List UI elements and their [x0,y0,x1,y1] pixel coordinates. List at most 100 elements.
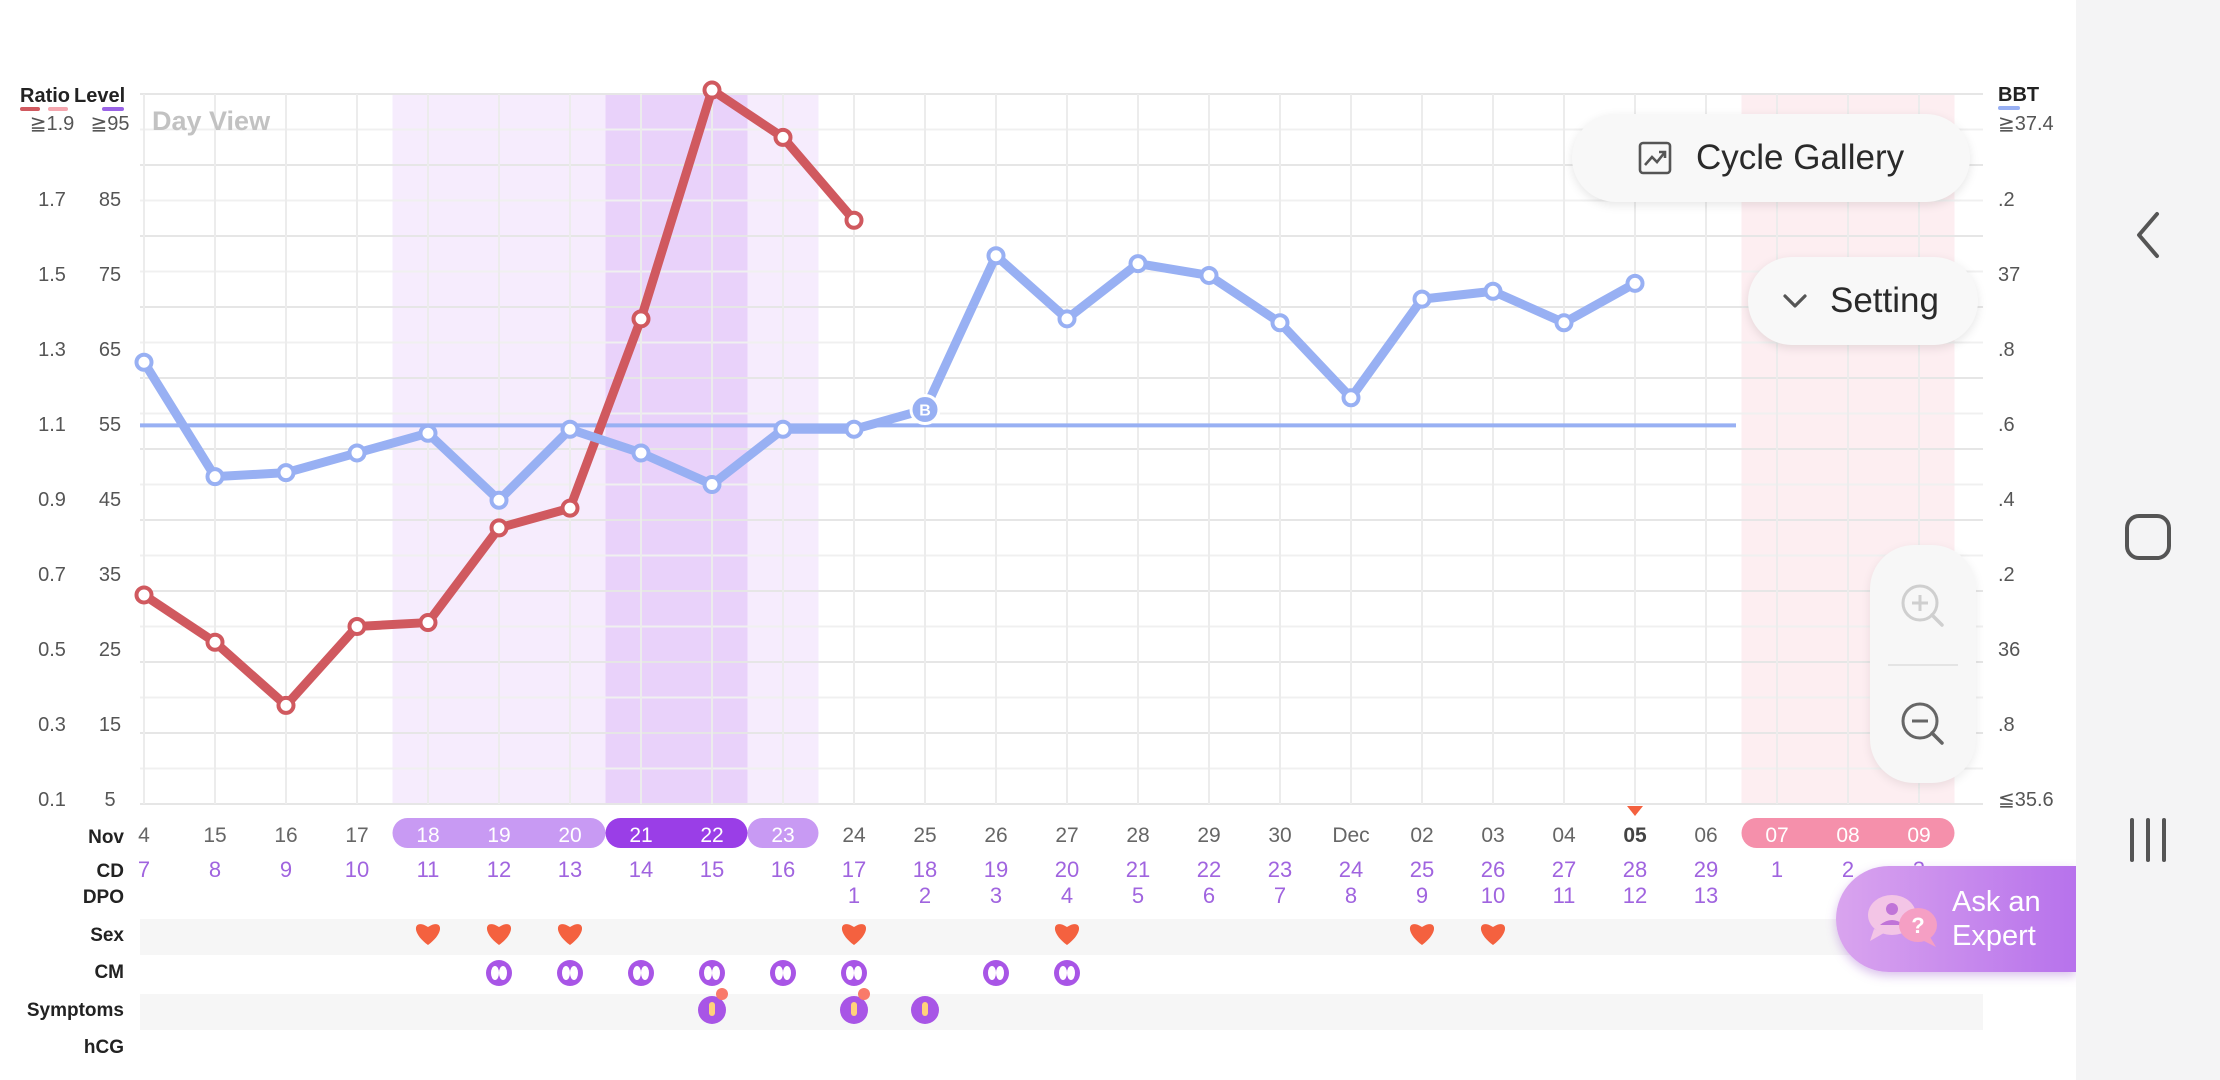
ratio-tick: 1.3 [38,339,66,361]
date-label: 18 [416,824,439,847]
ratio-point [276,695,296,715]
date-label: 29 [1197,824,1220,847]
cd-value: 1 [1771,857,1783,882]
fertility-chart[interactable]: Ratio Level Day View BBT ≧1.9 1.7 1.5 1.3 1.… [0,0,2076,1080]
cm-icon-detail [854,966,862,980]
cd-value: 13 [558,857,582,882]
ratio-point [631,309,651,329]
bbt-point [418,423,438,443]
cd-value: 27 [1552,857,1576,882]
cd-value: 12 [487,857,511,882]
dpo-value: 4 [1061,883,1073,908]
date-label: 17 [345,824,368,847]
zoom-out-button[interactable] [1870,669,1976,779]
cd-value: 7 [138,857,150,882]
bbt-axis-label: BBT [1998,84,2039,106]
level-tick: 65 [99,339,121,361]
ratio-axis-label: Ratio [20,85,70,107]
cm-icon-detail [996,966,1004,980]
bbt-tick: 37 [1998,264,2020,286]
bbt-legend-swatch [1998,106,2020,110]
cm-icon-detail [1059,966,1067,980]
nav-home-button[interactable] [2076,482,2220,592]
bbt-point [773,419,793,439]
cm-row-label: CM [94,962,124,983]
cd-value: 19 [984,857,1008,882]
bbt-tick: .8 [1998,714,2015,736]
cd-value: 9 [280,857,292,882]
heart-icon [1409,924,1435,945]
cd-value: 11 [417,857,440,882]
nav-back-button[interactable] [2076,180,2220,290]
row-stripe [140,994,1983,1030]
level-tick: 15 [99,714,121,736]
setting-button[interactable]: Setting [1748,257,1978,345]
bbt-point [1270,313,1290,333]
bbt-point [1625,273,1645,293]
dpo-value: 3 [990,883,1002,908]
fertile-date-pill [392,818,606,848]
dpo-value: 10 [1481,883,1505,908]
cycle-gallery-button[interactable]: Cycle Gallery [1572,114,1970,202]
dpo-value: 5 [1132,883,1144,908]
ratio-tick: 0.3 [38,714,66,736]
bbt-point [986,246,1006,266]
cm-icon-detail [846,966,854,980]
system-nav-bar [2076,0,2220,1080]
date-label: 20 [558,824,581,847]
date-label: 02 [1410,824,1433,847]
bbt-tick: .8 [1998,339,2015,361]
ratio-tick: ≧1.9 [30,113,75,135]
zoom-in-button[interactable] [1870,551,1976,661]
nav-recent-button[interactable] [2076,785,2220,895]
bbt-point [347,443,367,463]
cd-value: 14 [629,857,653,882]
cd-value: 15 [700,857,724,882]
bbt-tick: ≧37.4 [1998,113,2054,135]
ratio-tick: 1.1 [38,414,66,436]
ratio-legend-swatch [20,107,40,111]
bbt-point [205,467,225,487]
cm-icon-detail [783,966,791,980]
date-label: 26 [984,824,1007,847]
cd-value: 18 [913,857,937,882]
ratio-series [134,80,864,715]
cd-value: 29 [1694,857,1718,882]
symptom-icon-detail [709,1002,715,1016]
cm-icon-detail [988,966,996,980]
symptom-note-dot [716,988,728,1000]
symptoms-row [698,988,939,1024]
ask-expert-button[interactable]: ? Ask an Expert [1836,866,2076,972]
symptom-note-dot [858,988,870,1000]
symptom-icon-detail [922,1002,928,1016]
bbt-point [631,443,651,463]
zoom-controls [1870,545,1976,783]
bbt-point [1341,388,1361,408]
date-row: 4 15 16 17 18 19 20 21 22 23 24 25 26 27 28 29 30 Dec 02 03… [138,806,1955,848]
date-label: 23 [771,824,794,847]
dpo-value: 12 [1623,883,1647,908]
level-tick: 25 [99,639,121,661]
ask-expert-label: Ask an Expert [1952,886,2041,952]
bbt-point [702,475,722,494]
ratio-point [418,613,438,633]
chart-trend-icon [1638,141,1672,175]
axis-ticks: ≧1.9 1.7 1.5 1.3 1.1 0.9 0.7 0.5 0.3 0.1 ≧95 85 75 65… [30,113,2054,811]
cd-row-label: CD [97,861,124,882]
level-legend-swatch [102,107,124,111]
back-chevron-icon [2133,210,2163,260]
cm-icon-detail [570,966,578,980]
cm-icon-detail [775,966,783,980]
bbt-point [276,463,296,483]
date-label: 09 [1907,824,1930,847]
sex-row-label: Sex [90,925,124,946]
bbt-tick: ≦35.6 [1998,789,2054,811]
cd-value: 8 [209,857,221,882]
level-tick: 55 [99,414,121,436]
dpo-row-label: DPO [83,887,124,908]
heart-icon [486,924,512,945]
cm-icon-detail [499,966,507,980]
dpo-value: 6 [1203,883,1215,908]
bbt-point [134,352,154,372]
